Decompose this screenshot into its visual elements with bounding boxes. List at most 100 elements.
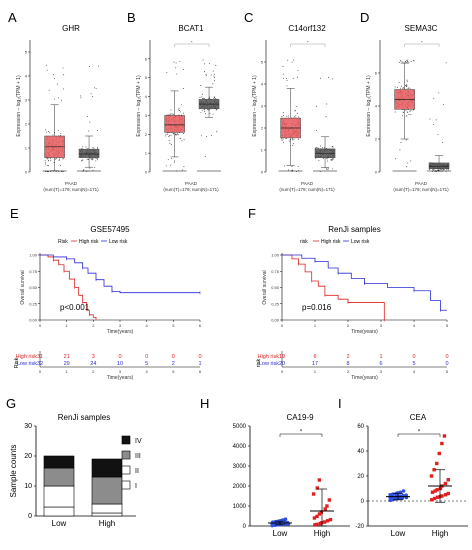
sample-sizes: (num(T)=179; num(N)=171) bbox=[279, 187, 335, 192]
y-tick-label: 1.00 bbox=[271, 253, 280, 258]
data-point bbox=[438, 486, 443, 491]
data-point bbox=[406, 85, 408, 87]
data-point bbox=[432, 496, 437, 501]
data-point bbox=[204, 155, 206, 157]
data-point bbox=[48, 89, 50, 91]
y-tick-label: 0.50 bbox=[271, 285, 280, 290]
risk-count: 24 bbox=[90, 361, 96, 367]
data-point bbox=[96, 146, 98, 148]
data-point bbox=[443, 481, 448, 486]
data-point bbox=[281, 116, 283, 118]
data-point bbox=[60, 133, 62, 134]
signif-mark: * bbox=[300, 430, 303, 436]
data-point bbox=[166, 72, 168, 74]
data-point bbox=[90, 158, 92, 160]
data-point bbox=[202, 59, 204, 61]
data-point bbox=[178, 107, 180, 109]
risk-table-label: risk bbox=[256, 358, 262, 367]
data-point bbox=[62, 157, 64, 159]
panel-label: A bbox=[8, 10, 17, 25]
bar-segment-I bbox=[91, 512, 123, 517]
data-point bbox=[209, 63, 211, 65]
data-point bbox=[410, 61, 412, 62]
signif-mark: * bbox=[191, 40, 193, 45]
data-point bbox=[165, 135, 166, 137]
data-point bbox=[48, 160, 50, 162]
x-tick-label: Low bbox=[52, 519, 67, 528]
data-point bbox=[57, 130, 59, 131]
data-point bbox=[405, 60, 407, 62]
data-point bbox=[46, 69, 48, 71]
data-point bbox=[167, 114, 169, 116]
data-point bbox=[401, 115, 403, 117]
data-point bbox=[406, 85, 408, 87]
risk-count: 10 bbox=[117, 361, 123, 367]
data-point bbox=[407, 59, 408, 61]
data-point bbox=[407, 112, 409, 114]
data-point bbox=[283, 517, 288, 521]
data-point bbox=[168, 140, 170, 142]
data-point bbox=[402, 61, 404, 63]
x-tick-label: High bbox=[432, 529, 448, 538]
risk-x-tick: 1 bbox=[66, 369, 69, 374]
y-tick-label: 1 bbox=[261, 148, 264, 153]
data-point bbox=[52, 134, 54, 136]
y-axis-label: Expression – log₂(TPM + 1) bbox=[136, 75, 142, 137]
data-point bbox=[180, 111, 181, 113]
data-point bbox=[412, 109, 414, 111]
data-point bbox=[404, 493, 408, 497]
data-point bbox=[49, 158, 51, 160]
risk-row-name: High risk bbox=[16, 354, 38, 360]
data-point bbox=[319, 521, 324, 525]
data-point bbox=[47, 158, 49, 160]
data-point bbox=[201, 96, 203, 98]
data-point bbox=[49, 132, 51, 134]
panel-label: C bbox=[244, 10, 253, 25]
data-point bbox=[204, 111, 206, 113]
data-point bbox=[440, 441, 444, 446]
signif-mark: * bbox=[418, 430, 421, 436]
data-point bbox=[405, 62, 407, 63]
risk-count: 0 bbox=[145, 354, 148, 360]
risk-x-tick: 4 bbox=[146, 369, 149, 374]
x-tick-label: 6 bbox=[199, 323, 202, 328]
y-tick-label: 3 bbox=[261, 104, 264, 109]
data-point bbox=[328, 77, 330, 79]
data-point bbox=[54, 98, 56, 100]
data-point bbox=[402, 87, 404, 89]
data-point bbox=[314, 522, 319, 527]
y-tick-label: 0.00 bbox=[29, 318, 38, 323]
data-point bbox=[211, 134, 213, 136]
data-point bbox=[87, 158, 89, 160]
data-point bbox=[94, 166, 96, 168]
y-tick-label: 0 bbox=[28, 513, 32, 520]
data-point bbox=[407, 61, 409, 62]
data-point bbox=[432, 169, 434, 171]
data-point bbox=[173, 61, 175, 63]
y-tick-label: 0.75 bbox=[271, 269, 280, 274]
data-point bbox=[293, 139, 295, 141]
y-tick-label: 2 bbox=[25, 122, 28, 127]
data-point bbox=[409, 87, 411, 89]
data-point bbox=[410, 109, 412, 111]
data-point bbox=[297, 76, 298, 78]
panel-label: I bbox=[338, 396, 342, 411]
data-point bbox=[212, 83, 214, 85]
x-axis-label: PAAD bbox=[65, 181, 78, 186]
data-point bbox=[176, 73, 178, 75]
y-tick-label: 5000 bbox=[233, 424, 247, 430]
y-tick-label: 0.00 bbox=[271, 318, 280, 323]
risk-count: 2 bbox=[346, 354, 349, 360]
data-point bbox=[295, 110, 297, 111]
risk-count: 5 bbox=[412, 361, 415, 367]
data-point bbox=[446, 478, 450, 482]
data-point bbox=[80, 95, 82, 97]
box bbox=[78, 148, 100, 158]
data-point bbox=[62, 67, 64, 69]
data-point bbox=[48, 165, 49, 167]
signif-mark: * bbox=[307, 40, 309, 45]
data-point bbox=[175, 67, 177, 69]
